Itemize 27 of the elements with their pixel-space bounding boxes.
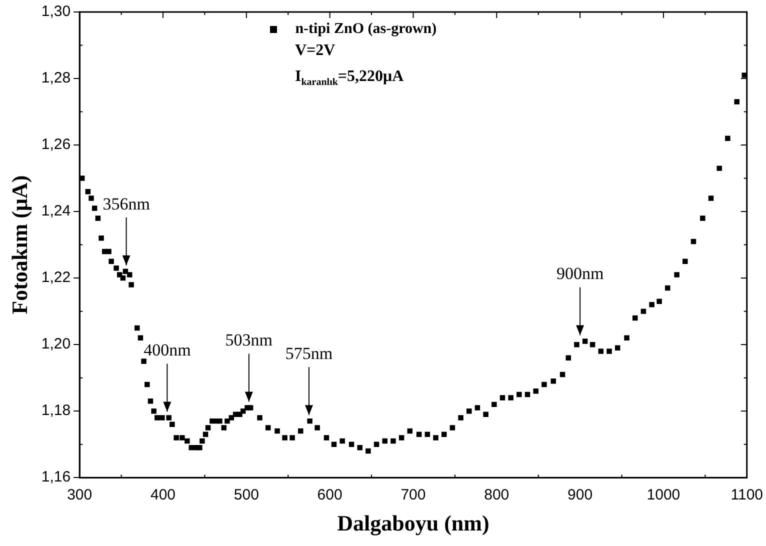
- annotation: 900nm: [556, 264, 604, 284]
- y-tick-label: 1,20: [41, 336, 71, 353]
- annotation: 575nm: [285, 344, 333, 364]
- annotation: 356nm: [102, 194, 150, 214]
- annotation: 503nm: [225, 330, 273, 350]
- y-tick-label: 1,24: [41, 202, 71, 220]
- x-tick-label: 600: [317, 486, 342, 504]
- annotation: I$_{karanlık}$=5,220μA: [295, 68, 404, 90]
- x-tick-label: 800: [484, 486, 510, 504]
- x-tick-label: 300: [67, 486, 92, 504]
- y-tick-label: 1,28: [41, 70, 71, 87]
- annotation: V=2V: [295, 42, 336, 61]
- y-tick-label: 1,26: [41, 136, 71, 154]
- x-tick-label: 500: [234, 486, 259, 504]
- x-tick-label: 700: [400, 486, 426, 504]
- x-tick-label: 900: [568, 486, 593, 504]
- y-tick-label: 1,18: [41, 402, 71, 420]
- x-tick-label: 400: [150, 486, 176, 504]
- legend-label: n-tipi ZnO (as-grown): [295, 20, 437, 38]
- y-tick-label: 1,22: [41, 269, 71, 286]
- y-tick-label: 1,16: [41, 468, 71, 486]
- x-tick-label: 1100: [730, 486, 764, 504]
- x-axis-title: Dalgaboyu (nm): [337, 510, 490, 536]
- annotation: 400nm: [144, 340, 191, 360]
- y-tick-label: 1,30: [41, 3, 71, 20]
- y-axis-title: Fotoakım (μA): [6, 175, 32, 314]
- x-tick-label: 1000: [646, 486, 680, 504]
